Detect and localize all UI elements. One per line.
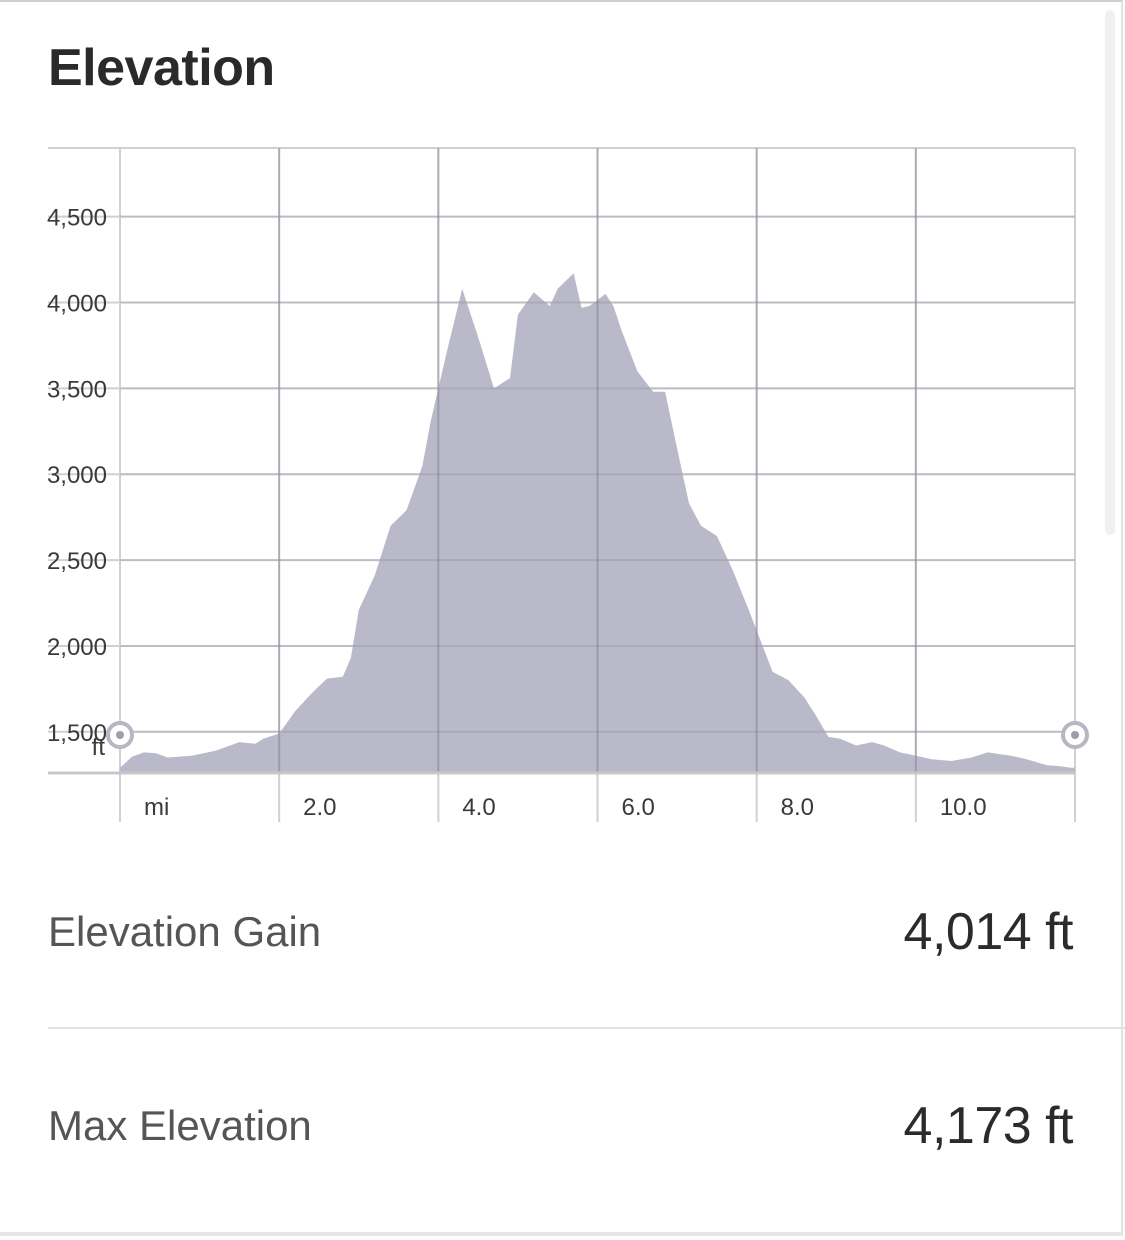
x-tick-label: 4.0 xyxy=(462,794,495,821)
elevation-gain-label: Elevation Gain xyxy=(48,908,322,955)
x-unit-label: mi xyxy=(144,794,169,821)
y-tick-label: 3,000 xyxy=(47,462,107,489)
x-tick-label: 10.0 xyxy=(940,794,987,821)
y-tick-label: 3,500 xyxy=(47,376,107,403)
y-tick-label: 4,500 xyxy=(47,205,107,232)
range-end-handle-dot xyxy=(1071,731,1079,739)
y-tick-label: 4,000 xyxy=(47,291,107,318)
elevation-area xyxy=(120,273,1075,773)
elevation-gain-value: 4,014 ft xyxy=(903,903,1074,961)
section-title: Elevation xyxy=(48,39,275,97)
x-tick-label: 2.0 xyxy=(303,794,336,821)
x-tick-label: 6.0 xyxy=(622,794,655,821)
range-start-handle-dot xyxy=(116,731,124,739)
x-tick-label: 8.0 xyxy=(781,794,814,821)
scrollbar[interactable] xyxy=(1105,10,1115,535)
y-unit-label: ft xyxy=(92,734,106,761)
max-elevation-label: Max Elevation xyxy=(48,1102,312,1149)
stats-divider xyxy=(48,1027,1125,1029)
y-tick-label: 2,500 xyxy=(47,548,107,575)
elevation-chart[interactable]: 1,500 2,000 2,500 3,000 3,500 4,000 4,500 ft mi 2… xyxy=(0,0,1125,840)
y-tick-label: 1,500 xyxy=(47,720,107,747)
max-elevation-value: 4,173 ft xyxy=(903,1097,1074,1155)
y-tick-label: 2,000 xyxy=(47,634,107,661)
